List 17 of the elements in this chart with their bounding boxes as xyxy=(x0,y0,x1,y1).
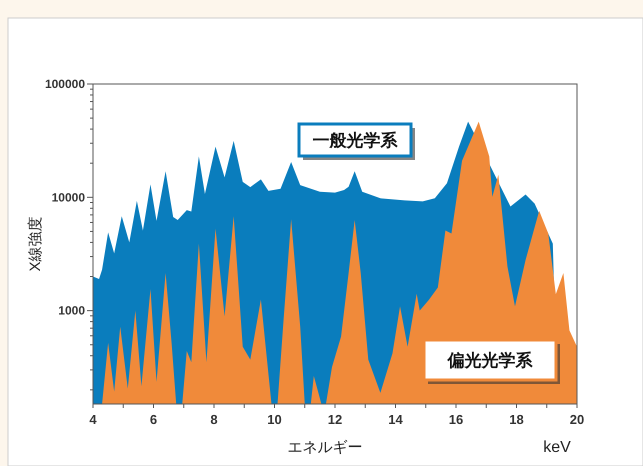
x-tick-label: 6 xyxy=(150,412,158,427)
text: keV xyxy=(543,439,572,456)
y-tick-label: 10000 xyxy=(52,190,86,204)
x-tick-label: 20 xyxy=(570,412,584,427)
series-label: 一般光学系 xyxy=(312,131,398,150)
series-label: 偏光光学系 xyxy=(446,351,534,370)
x-tick-label: 14 xyxy=(388,412,404,427)
x-tick-label: 8 xyxy=(210,412,218,427)
x-axis-title: エネルギー xyxy=(288,439,362,456)
x-tick-label: 12 xyxy=(328,412,342,427)
x-tick-label: 16 xyxy=(448,412,464,427)
x-tick-label: 4 xyxy=(89,412,98,427)
y-tick-label: 100000 xyxy=(44,77,86,91)
x-tick-label: 18 xyxy=(509,412,524,427)
y-tick-label: 1000 xyxy=(58,304,86,318)
y-axis-title: X線強度 xyxy=(27,216,44,272)
x-tick-label: 10 xyxy=(267,412,282,427)
